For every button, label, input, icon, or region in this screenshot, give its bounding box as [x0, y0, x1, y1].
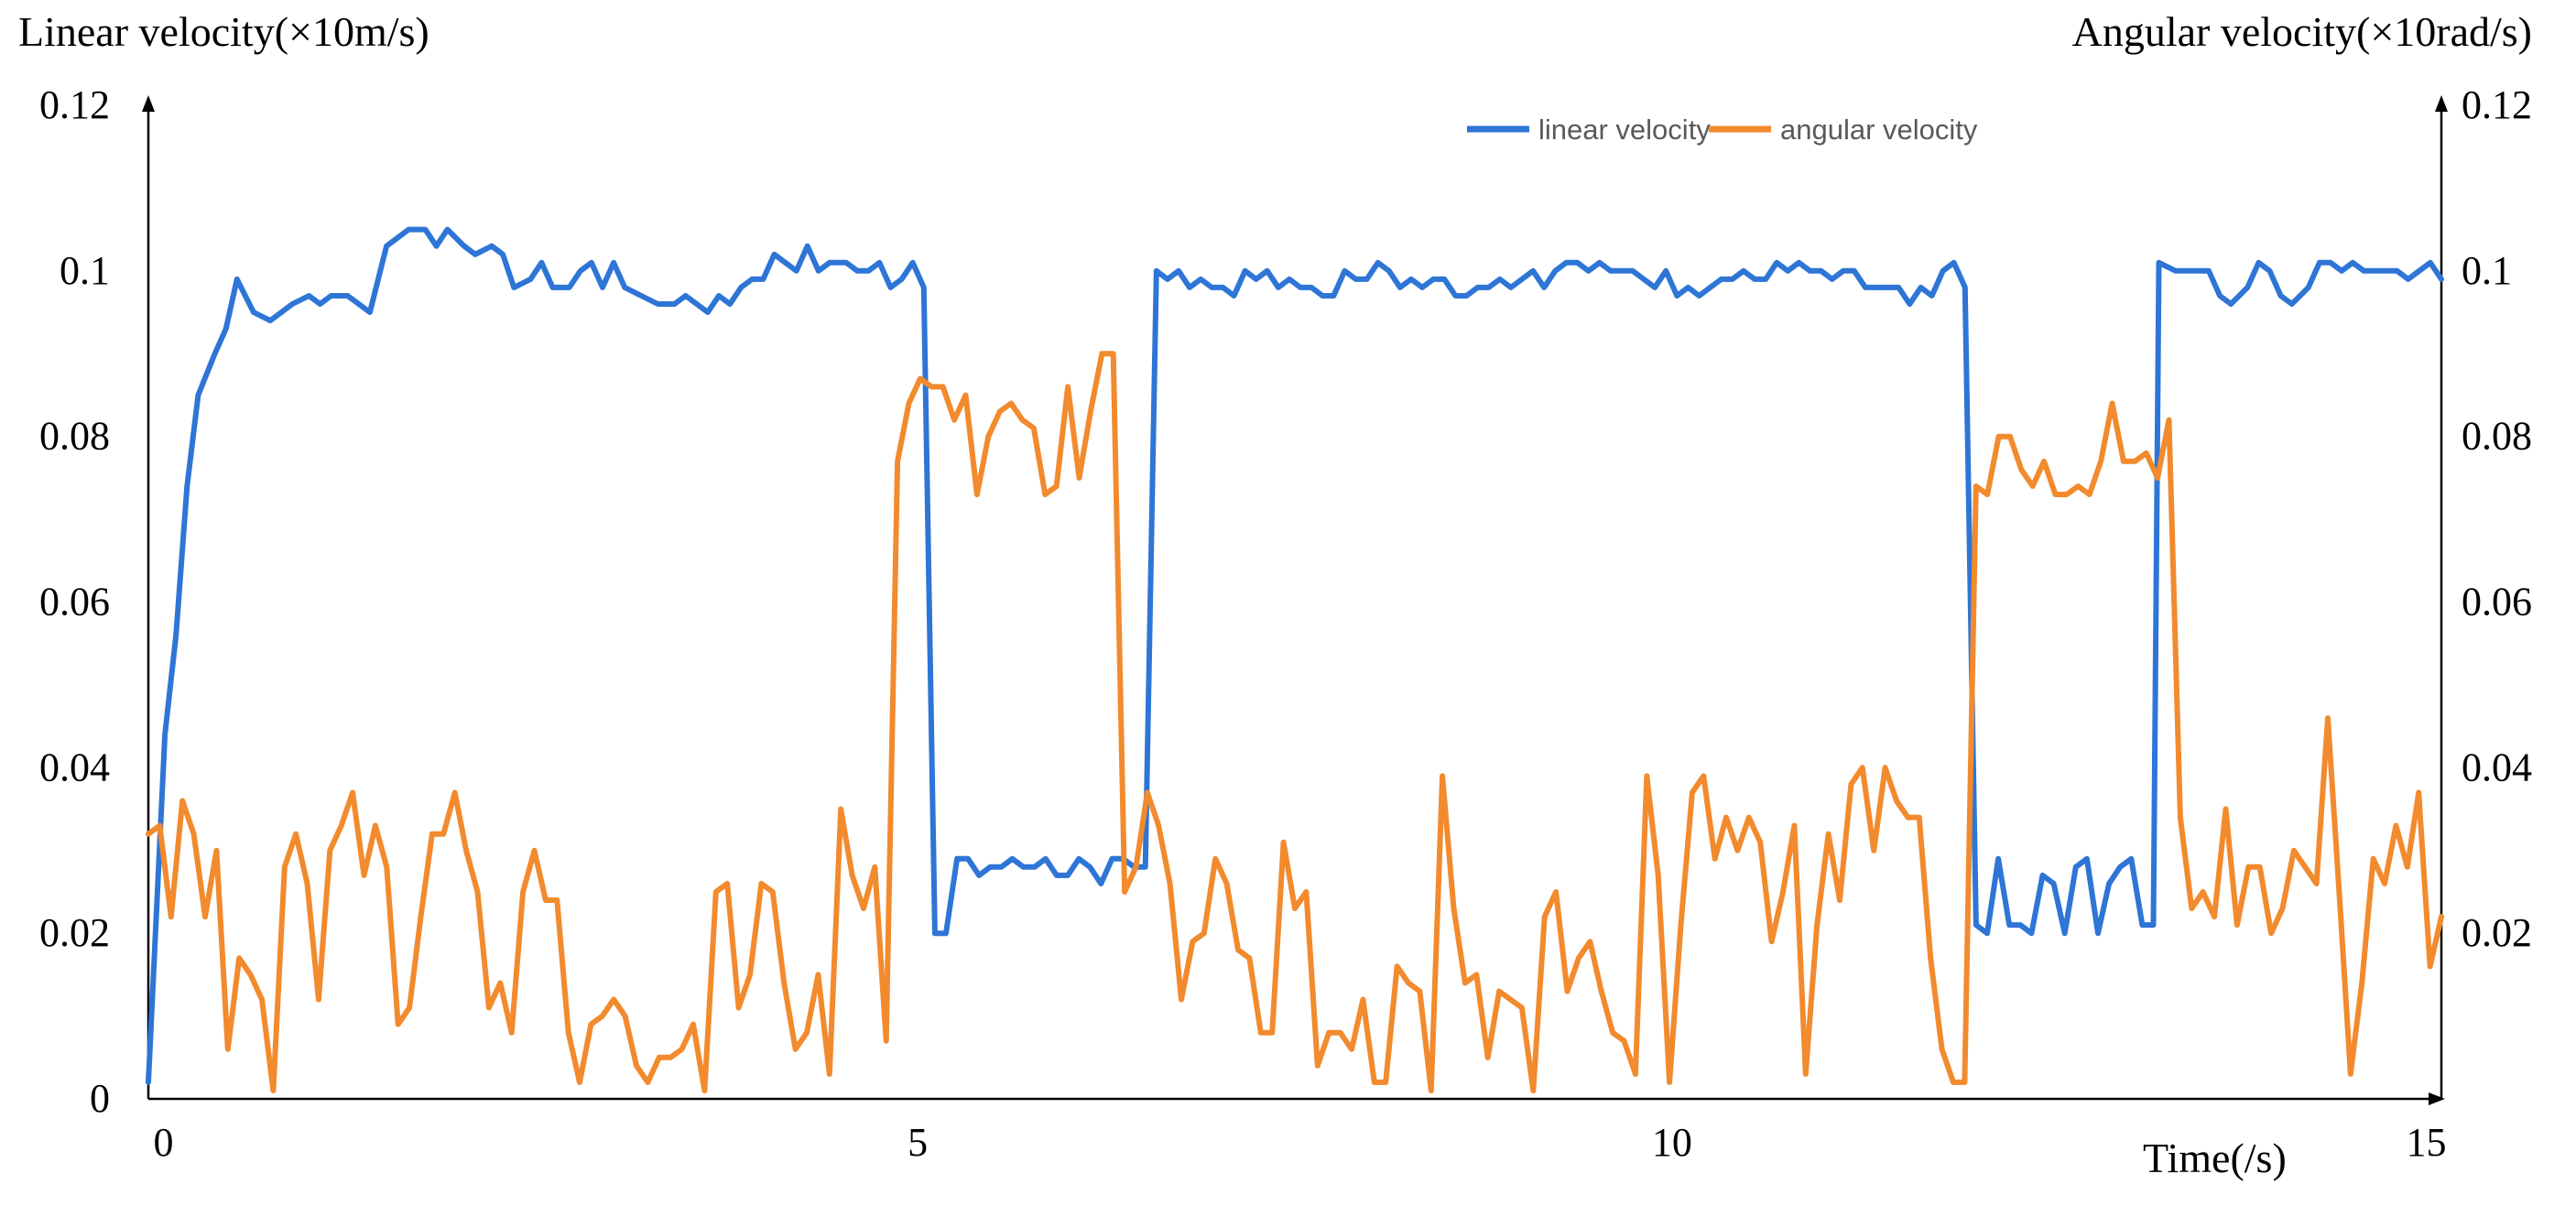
- y-left-tick-label: 0.12: [39, 82, 110, 127]
- y-right-tick-label: 0.1: [2462, 248, 2512, 293]
- y-right-tick-label: 0.04: [2462, 744, 2532, 789]
- right-y-axis-label: Angular velocity(×10rad/s): [2072, 8, 2532, 55]
- x-tick-label: 0: [153, 1120, 173, 1165]
- legend-label-linear: linear velocity: [1538, 114, 1711, 146]
- left-tick-labels: 0 0.02 0.04 0.06 0.08 0.1 0.12: [39, 82, 110, 1121]
- x-axis-arrow: [2429, 1092, 2445, 1105]
- series-lines: [146, 226, 2444, 1093]
- x-axis-label: Time(/s): [2143, 1135, 2287, 1181]
- y-right-tick-label: 0.08: [2462, 414, 2532, 459]
- left-y-axis-arrow: [142, 95, 155, 112]
- legend-label-angular: angular velocity: [1780, 114, 1978, 146]
- left-y-axis-label: Linear velocity(×10m/s): [18, 8, 429, 55]
- y-left-tick-label: 0: [90, 1076, 110, 1121]
- y-left-tick-label: 0.02: [39, 910, 110, 955]
- legend: linear velocity angular velocity: [1467, 114, 1978, 146]
- y-left-tick-label: 0.1: [60, 248, 110, 293]
- series-line-linear-velocity: [146, 226, 2444, 1085]
- x-tick-label: 10: [1652, 1120, 1692, 1165]
- right-y-axis-arrow: [2435, 95, 2448, 112]
- y-right-tick-label: 0.06: [2462, 580, 2532, 625]
- axes: [142, 95, 2448, 1105]
- x-tick-labels: 0 5 10 15: [153, 1120, 2446, 1165]
- y-right-tick-label: 0.12: [2462, 82, 2532, 127]
- y-left-tick-label: 0.06: [39, 580, 110, 625]
- x-tick-label: 15: [2407, 1120, 2447, 1165]
- series-line-angular-velocity: [146, 351, 2444, 1093]
- x-tick-label: 5: [908, 1120, 928, 1165]
- y-left-tick-label: 0.08: [39, 414, 110, 459]
- right-tick-labels: 0.02 0.04 0.06 0.08 0.1 0.12: [2462, 82, 2532, 955]
- y-left-tick-label: 0.04: [39, 744, 110, 789]
- y-right-tick-label: 0.02: [2462, 910, 2532, 955]
